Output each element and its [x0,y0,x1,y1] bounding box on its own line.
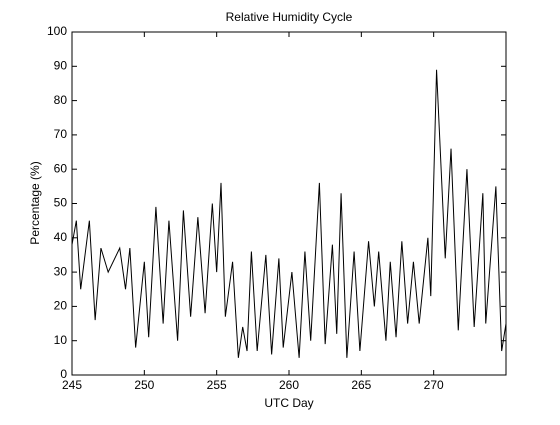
y-tick-label: 90 [54,58,68,72]
y-tick-label: 50 [54,196,68,210]
y-tick-label: 100 [47,24,67,38]
x-tick-label: 260 [279,378,299,392]
x-tick-label: 270 [424,378,444,392]
y-tick-label: 10 [54,333,68,347]
x-tick-label: 245 [62,378,82,392]
y-tick-label: 80 [54,93,68,107]
y-tick-label: 0 [60,367,67,381]
y-tick-label: 20 [54,299,68,313]
data-line [71,69,507,358]
y-tick-label: 30 [54,264,68,278]
y-tick-label: 40 [54,230,68,244]
y-tick-label: 70 [54,127,68,141]
y-axis-label: Percentage (%) [28,161,42,244]
x-tick-label: 255 [207,378,227,392]
y-tick-label: 60 [54,161,68,175]
plot-area [71,31,507,376]
x-axis-label: UTC Day [264,396,313,410]
x-tick-label: 250 [134,378,154,392]
x-tick-label: 265 [351,378,371,392]
chart-title: Relative Humidity Cycle [226,10,353,24]
